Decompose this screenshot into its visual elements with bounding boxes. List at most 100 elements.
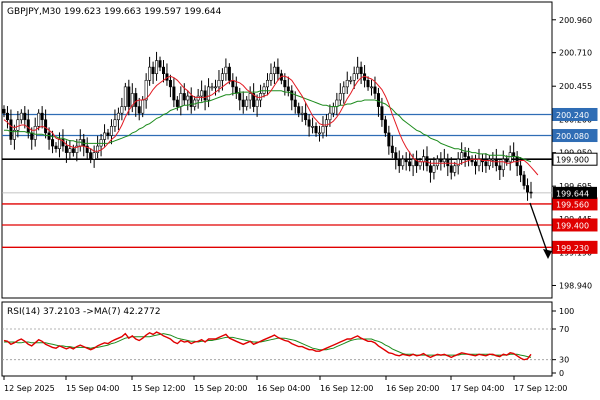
candle-body (349, 79, 353, 82)
candle-body (425, 156, 429, 167)
candle-body (439, 158, 443, 163)
candle-body (293, 99, 297, 107)
candle-body (435, 158, 439, 167)
candle-body (304, 112, 308, 121)
rsi-tick-label: 30 (559, 356, 569, 365)
candle-body (335, 99, 339, 107)
candle-body (411, 158, 415, 167)
candle-body (494, 158, 498, 167)
candle-body (33, 126, 37, 140)
candle-body (186, 95, 190, 101)
candle-body (484, 161, 488, 167)
level-label: 200.240 (556, 111, 589, 120)
candle-body (432, 165, 436, 173)
candle-body (404, 158, 408, 163)
level-label-box (552, 152, 598, 166)
candle-body (30, 132, 34, 140)
candles-layer (2, 51, 533, 201)
candle-body (241, 99, 245, 107)
candle-body (144, 79, 148, 101)
candle-body (512, 152, 516, 157)
candle-body (519, 165, 523, 176)
candle-body (460, 152, 464, 160)
candle-body (428, 165, 432, 173)
candle-body (248, 93, 252, 101)
candle-body (415, 158, 419, 167)
candle-body (203, 90, 207, 101)
level-label-box (552, 240, 598, 254)
candle-body (245, 99, 249, 107)
candle-body (189, 95, 193, 107)
candle-body (227, 66, 231, 81)
candle-body (16, 119, 20, 131)
candle-body (328, 112, 332, 121)
candle-body (168, 79, 172, 88)
candle-body (505, 158, 509, 163)
candle-body (148, 66, 152, 81)
time-tick-label: 15 Sep 12:00 (132, 384, 185, 393)
candle-body (231, 79, 235, 88)
time-tick-label: 16 Sep 12:00 (320, 384, 373, 393)
rsi-panel: RSI(14) 37.2103 ->MA(7) 42.2772 (1, 301, 553, 377)
candle-body (501, 158, 505, 171)
candle-body (109, 126, 113, 136)
candle-body (283, 79, 287, 88)
candle-body (463, 152, 467, 157)
candle-body (394, 152, 398, 160)
forecast-arrow-line (529, 202, 549, 255)
candle-body (207, 86, 211, 101)
rsi-header: RSI(14) 37.2103 ->MA(7) 42.2772 (7, 307, 161, 317)
candle-body (255, 99, 259, 107)
candle-body (134, 93, 138, 107)
main-panel-frame (1, 1, 553, 299)
candle-body (401, 158, 405, 167)
candle-body (449, 165, 453, 173)
candle-body (120, 106, 124, 114)
candle-body (331, 106, 335, 114)
candle-body (262, 86, 266, 94)
candle-body (196, 95, 200, 101)
candle-body (252, 93, 256, 107)
rsi-tick-label: 0 (559, 369, 564, 378)
candle-body (269, 73, 273, 81)
current-price-label: 199.644 (556, 189, 589, 198)
main-price-panel: GBPJPY,M30 199.623 199.663 199.597 199.6… (1, 1, 553, 299)
ma-slow-line (4, 90, 532, 163)
candle-body (356, 66, 360, 75)
candle-body (342, 86, 346, 94)
candle-body (522, 174, 526, 186)
candle-body (161, 66, 165, 75)
candle-body (9, 119, 13, 140)
candle-body (2, 108, 6, 114)
time-tick-label: 12 Sep 2025 (4, 384, 55, 393)
candle-body (57, 139, 61, 149)
candle-body (213, 86, 217, 89)
candle-body (220, 73, 224, 81)
candle-body (307, 119, 311, 127)
candle-body (324, 119, 328, 127)
candle-body (68, 148, 72, 153)
candle-body (529, 191, 533, 194)
candle-body (12, 129, 16, 140)
candle-body (26, 119, 30, 134)
candle-body (23, 112, 27, 121)
time-tick-label: 17 Sep 04:00 (451, 384, 504, 393)
candle-body (51, 139, 55, 147)
candle-body (158, 60, 162, 68)
candle-body (300, 112, 304, 115)
candle-body (238, 93, 242, 101)
forecast-arrow (529, 202, 552, 259)
candle-body (96, 145, 100, 153)
candle-body (526, 185, 530, 193)
candle-body (272, 66, 276, 75)
price-tick-label: 200.710 (559, 49, 592, 58)
candle-body (44, 119, 48, 134)
candle-body (467, 156, 471, 160)
time-tick-label: 16 Sep 04:00 (257, 384, 310, 393)
candle-body (5, 112, 9, 121)
candle-body (99, 139, 103, 147)
rsi-tick-label: 70 (559, 325, 569, 334)
candle-body (71, 148, 75, 153)
candle-body (297, 106, 301, 114)
